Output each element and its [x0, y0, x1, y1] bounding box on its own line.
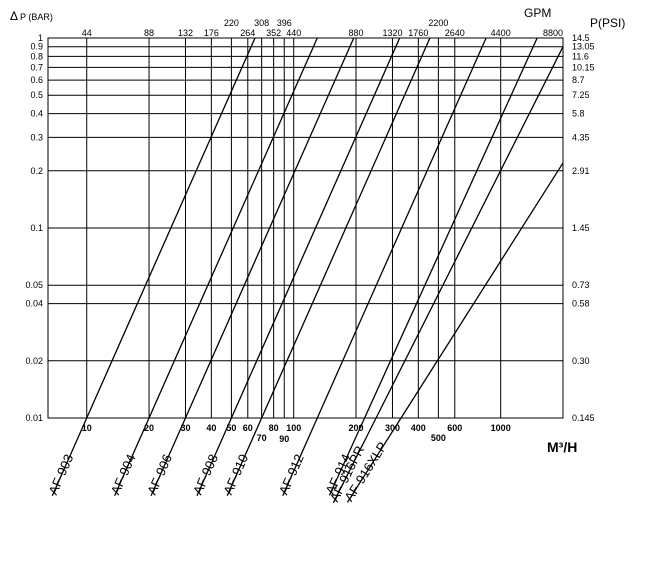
y-tick-label: 0.5 [30, 90, 43, 100]
y-tick-label: 1 [38, 33, 43, 43]
series-label: AF-910 [220, 452, 251, 497]
y-tick-label: 0.3 [30, 132, 43, 142]
x-tick-label: 300 [385, 423, 400, 433]
series-lines [86, 37, 564, 419]
series-label-leader [282, 417, 318, 496]
y-tick-label: 0.8 [30, 51, 43, 61]
plot-frame [47, 37, 564, 419]
y-tick-label: 0.05 [25, 280, 43, 290]
x-tick-label: 50 [226, 423, 236, 433]
x-tick-label: 70 [257, 433, 267, 443]
gpm-tick-label: 4400 [491, 28, 511, 38]
series-label-leader [150, 417, 187, 496]
series-line [316, 37, 487, 419]
x-tick-label: 100 [286, 423, 301, 433]
series-label-leader [346, 417, 402, 503]
psi-tick-label: 13.05 [572, 42, 595, 52]
series-label: AF-903 [45, 452, 76, 497]
x-tick-label: 400 [411, 423, 426, 433]
x-tick-label: 600 [447, 423, 462, 433]
gpm-tick-label: 88 [144, 28, 154, 38]
gpm-tick-label: 308 [254, 18, 269, 28]
gpm-tick-label: 440 [286, 28, 301, 38]
y-tick-label: 0.9 [30, 42, 43, 52]
x-tick-label: 60 [243, 423, 253, 433]
series-label: AF-906 [144, 452, 175, 497]
x-tick-label: 10 [82, 423, 92, 433]
y-tick-label: 0.6 [30, 75, 43, 85]
series-label-leader [51, 417, 88, 496]
gpm-tick-label: 176 [204, 28, 219, 38]
series-line [230, 37, 401, 419]
psi-tick-label: 4.35 [572, 132, 590, 142]
x-tick-label: 500 [431, 433, 446, 443]
x-tick-label: 20 [144, 423, 154, 433]
x-tick-label: 200 [349, 423, 364, 433]
psi-tick-label: 8.7 [572, 75, 585, 85]
left-axis-delta-symbol: Δ [10, 9, 18, 23]
gpm-tick-label: 352 [266, 28, 281, 38]
psi-tick-label: 2.91 [572, 166, 590, 176]
series-line [86, 37, 256, 419]
series-label-leader [114, 417, 150, 496]
gpm-tick-label: 396 [277, 18, 292, 28]
x-tick-label: 80 [269, 423, 279, 433]
series-label-leader [226, 417, 263, 496]
left-axis-tick-labels: 10.90.80.7 0.6 0.5 0.4 0.3 0.2 0.1 0.05 0.04 0.02… [25, 33, 43, 423]
y-tick-label: 0.04 [25, 299, 43, 309]
gpm-tick-label: 880 [349, 28, 364, 38]
psi-tick-label: 11.6 [572, 51, 589, 61]
y-tick-label: 0.2 [30, 166, 43, 176]
series-label: AF-912 [276, 452, 307, 497]
gpm-tick-label: 44 [82, 28, 92, 38]
gpm-tick-label: 2200 [428, 18, 448, 28]
psi-tick-label: 0.58 [572, 299, 590, 309]
x-tick-label: 1000 [491, 423, 511, 433]
right-axis-label: P(PSI) [590, 16, 625, 30]
psi-tick-label: 7.25 [572, 90, 590, 100]
series-label: AF-908 [190, 452, 221, 497]
gpm-tick-label: 264 [240, 28, 255, 38]
series-line [400, 162, 564, 419]
series-line [261, 37, 431, 419]
gpm-tick-label: 2640 [445, 28, 465, 38]
vertical-gridlines [86, 38, 502, 418]
left-axis-label: P (BAR) [20, 12, 53, 22]
y-tick-label: 0.4 [30, 109, 43, 119]
y-tick-label: 0.7 [30, 62, 43, 72]
gpm-tick-label: 1760 [408, 28, 428, 38]
psi-tick-label: 0.145 [572, 413, 595, 423]
x-tick-label: 90 [279, 434, 289, 444]
series-line [375, 46, 564, 419]
psi-tick-label: 0.30 [572, 356, 590, 366]
gpm-tick-label: 132 [178, 28, 193, 38]
psi-tick-label: 10.15 [572, 62, 595, 72]
psi-tick-label: 5.8 [572, 109, 585, 119]
y-tick-label: 0.02 [25, 356, 43, 366]
gpm-tick-label: 220 [224, 18, 239, 28]
psi-tick-label: 0.73 [572, 280, 590, 290]
x-tick-label: 30 [180, 423, 190, 433]
series-label: AF-904 [108, 452, 139, 497]
series-line [148, 37, 318, 419]
series-line [363, 37, 538, 419]
y-tick-label: 0.1 [30, 223, 43, 233]
bottom-axis-label: M³/H [547, 439, 577, 455]
series-label-leader [332, 417, 377, 504]
gpm-tick-label: 1320 [382, 28, 402, 38]
y-tick-label: 0.01 [25, 413, 43, 423]
gpm-tick-label: 8800 [543, 28, 563, 38]
psi-tick-label: 1.45 [572, 223, 590, 233]
x-tick-label: 40 [206, 423, 216, 433]
series-label-leader [196, 417, 232, 496]
psi-tick-label: 14.5 [572, 33, 590, 43]
horizontal-gridlines [48, 37, 563, 419]
series-label-leader [328, 417, 366, 496]
series-line [184, 37, 355, 419]
top-axis-label: GPM [524, 6, 551, 20]
